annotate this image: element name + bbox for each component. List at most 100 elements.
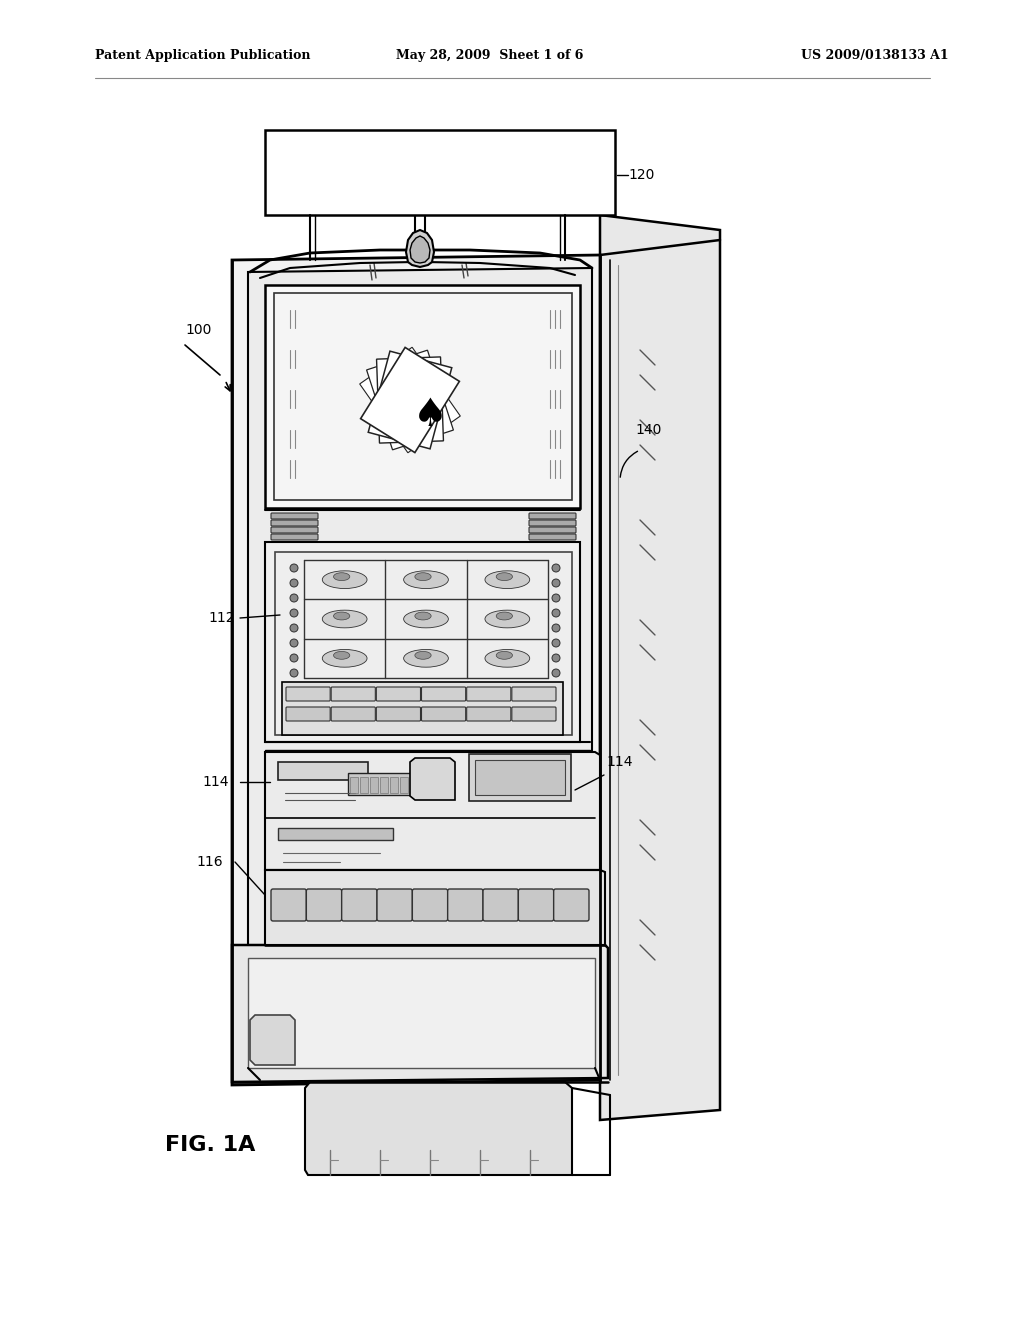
FancyBboxPatch shape xyxy=(413,888,447,921)
Polygon shape xyxy=(265,129,615,215)
FancyBboxPatch shape xyxy=(554,888,589,921)
Ellipse shape xyxy=(485,570,529,589)
Circle shape xyxy=(552,639,560,647)
FancyBboxPatch shape xyxy=(271,520,318,525)
Bar xyxy=(360,777,368,793)
Text: 114: 114 xyxy=(202,775,228,789)
FancyBboxPatch shape xyxy=(529,535,575,540)
Text: 116: 116 xyxy=(196,855,222,869)
Ellipse shape xyxy=(403,570,449,589)
Ellipse shape xyxy=(415,612,431,620)
FancyBboxPatch shape xyxy=(512,686,556,701)
Ellipse shape xyxy=(497,651,512,659)
Text: 114: 114 xyxy=(606,755,633,770)
FancyBboxPatch shape xyxy=(529,527,575,533)
Circle shape xyxy=(290,594,298,602)
FancyBboxPatch shape xyxy=(331,686,376,701)
Bar xyxy=(278,828,393,840)
FancyBboxPatch shape xyxy=(518,888,554,921)
Bar xyxy=(380,777,388,793)
FancyBboxPatch shape xyxy=(342,888,377,921)
FancyBboxPatch shape xyxy=(467,686,511,701)
Circle shape xyxy=(290,564,298,572)
Text: 100: 100 xyxy=(185,323,211,337)
Circle shape xyxy=(552,624,560,632)
Circle shape xyxy=(552,564,560,572)
Text: 140: 140 xyxy=(635,422,662,437)
FancyBboxPatch shape xyxy=(271,535,318,540)
Ellipse shape xyxy=(497,573,512,581)
FancyBboxPatch shape xyxy=(331,708,376,721)
Ellipse shape xyxy=(334,651,350,659)
FancyBboxPatch shape xyxy=(469,754,571,801)
FancyBboxPatch shape xyxy=(483,888,518,921)
Polygon shape xyxy=(282,682,563,735)
Ellipse shape xyxy=(415,573,431,581)
Polygon shape xyxy=(274,293,572,500)
Ellipse shape xyxy=(403,649,449,667)
Polygon shape xyxy=(248,958,595,1068)
Polygon shape xyxy=(406,230,434,267)
Text: May 28, 2009  Sheet 1 of 6: May 28, 2009 Sheet 1 of 6 xyxy=(396,49,584,62)
Bar xyxy=(400,777,408,793)
Polygon shape xyxy=(232,945,608,1082)
Circle shape xyxy=(290,624,298,632)
FancyBboxPatch shape xyxy=(475,760,565,795)
FancyBboxPatch shape xyxy=(377,356,443,444)
FancyBboxPatch shape xyxy=(271,513,318,519)
Ellipse shape xyxy=(485,610,529,628)
Ellipse shape xyxy=(323,610,367,628)
Circle shape xyxy=(552,653,560,663)
Ellipse shape xyxy=(485,649,529,667)
Circle shape xyxy=(552,579,560,587)
FancyBboxPatch shape xyxy=(306,888,342,921)
Polygon shape xyxy=(410,236,430,263)
FancyBboxPatch shape xyxy=(359,347,461,453)
FancyBboxPatch shape xyxy=(422,708,466,721)
Ellipse shape xyxy=(323,570,367,589)
FancyBboxPatch shape xyxy=(369,351,452,449)
FancyBboxPatch shape xyxy=(286,686,330,701)
FancyBboxPatch shape xyxy=(447,888,483,921)
Polygon shape xyxy=(265,870,605,945)
Bar xyxy=(370,777,378,793)
Circle shape xyxy=(290,639,298,647)
Text: 112: 112 xyxy=(208,611,234,624)
FancyBboxPatch shape xyxy=(278,762,368,780)
Polygon shape xyxy=(248,268,592,1072)
FancyBboxPatch shape xyxy=(377,708,421,721)
Ellipse shape xyxy=(415,651,431,659)
Circle shape xyxy=(290,579,298,587)
FancyBboxPatch shape xyxy=(377,686,421,701)
FancyBboxPatch shape xyxy=(529,513,575,519)
Bar xyxy=(390,777,398,793)
Circle shape xyxy=(552,609,560,616)
Polygon shape xyxy=(265,752,600,870)
FancyBboxPatch shape xyxy=(271,888,306,921)
Circle shape xyxy=(552,594,560,602)
FancyBboxPatch shape xyxy=(271,527,318,533)
Circle shape xyxy=(290,609,298,616)
FancyBboxPatch shape xyxy=(377,888,413,921)
Polygon shape xyxy=(250,1015,295,1065)
Text: ♠: ♠ xyxy=(413,396,447,434)
Text: 120: 120 xyxy=(628,168,654,182)
Polygon shape xyxy=(265,543,580,742)
FancyBboxPatch shape xyxy=(529,520,575,525)
Polygon shape xyxy=(410,758,455,800)
Bar xyxy=(350,777,358,793)
Circle shape xyxy=(290,653,298,663)
Text: US 2009/0138133 A1: US 2009/0138133 A1 xyxy=(801,49,949,62)
Ellipse shape xyxy=(323,649,367,667)
Circle shape xyxy=(290,669,298,677)
Bar xyxy=(348,774,413,795)
FancyBboxPatch shape xyxy=(422,686,466,701)
Ellipse shape xyxy=(403,610,449,628)
Polygon shape xyxy=(275,552,572,735)
FancyBboxPatch shape xyxy=(360,347,460,453)
FancyBboxPatch shape xyxy=(512,708,556,721)
FancyBboxPatch shape xyxy=(467,708,511,721)
Text: Patent Application Publication: Patent Application Publication xyxy=(95,49,310,62)
FancyBboxPatch shape xyxy=(367,350,454,450)
Polygon shape xyxy=(232,255,600,1085)
